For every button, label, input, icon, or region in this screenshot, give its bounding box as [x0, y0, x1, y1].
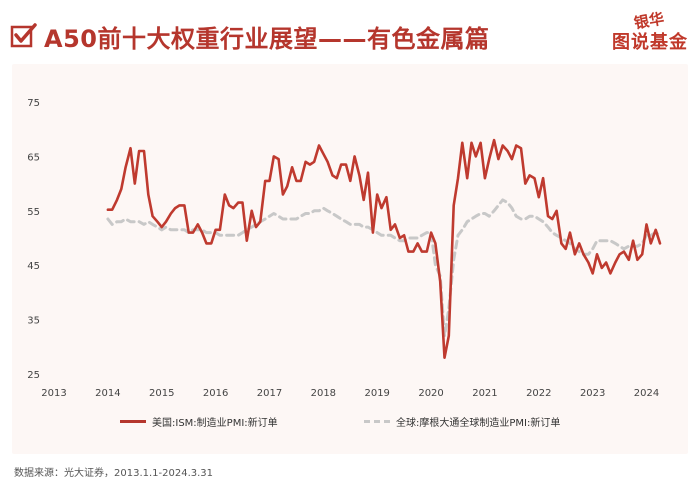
x-tick-label: 2014 — [95, 388, 120, 399]
header: A50前十大权重行业展望——有色金属篇 银华 图说基金 — [0, 0, 700, 64]
x-tick-label: 2020 — [418, 388, 443, 399]
legend-dashed-line-icon — [364, 420, 390, 423]
x-tick-label: 2024 — [634, 388, 659, 399]
y-tick-label: 65 — [27, 152, 40, 163]
y-tick-label: 25 — [27, 370, 40, 381]
x-tick-label: 2015 — [149, 388, 174, 399]
checkbox-check-icon — [10, 23, 37, 48]
source-note: 数据来源：光大证券，2013.1.1-2024.3.31 — [14, 468, 214, 479]
y-tick-label: 35 — [27, 316, 40, 327]
y-tick-label: 55 — [27, 207, 40, 218]
chart-legend: 美国:ISM:制造业PMI:新订单 全球:摩根大通全球制造业PMI:新订单 — [0, 414, 700, 434]
brand-logo: 银华 图说基金 — [602, 10, 688, 54]
chart-panel: 25 35 45 55 65 75 2013 2014 2015 2016 2017 2018 2019… — [12, 64, 688, 454]
x-tick-label: 2016 — [203, 388, 228, 399]
line-chart: 25 35 45 55 65 75 2013 2014 2015 2016 2017 2018 2019… — [27, 98, 662, 399]
x-tick-label: 2013 — [41, 388, 66, 399]
legend-item-ism: 美国:ISM:制造业PMI:新订单 — [120, 414, 278, 429]
legend-label-global: 全球:摩根大通全球制造业PMI:新订单 — [396, 418, 561, 429]
x-tick-label: 2017 — [257, 388, 282, 399]
x-tick-label: 2019 — [364, 388, 389, 399]
x-tick-label: 2018 — [311, 388, 336, 399]
x-tick-label: 2023 — [580, 388, 605, 399]
x-tick-label: 2022 — [526, 388, 551, 399]
y-tick-label: 75 — [27, 98, 40, 109]
legend-item-global: 全球:摩根大通全球制造业PMI:新订单 — [364, 414, 560, 429]
y-tick-label: 45 — [27, 261, 40, 272]
logo-brand-subtitle: 图说基金 — [612, 32, 688, 53]
series-line-global — [106, 198, 662, 338]
legend-label-ism: 美国:ISM:制造业PMI:新订单 — [152, 418, 278, 429]
series-line-ism — [106, 138, 662, 359]
page-title: A50前十大权重行业展望——有色金属篇 — [44, 25, 490, 53]
x-tick-label: 2021 — [472, 388, 497, 399]
legend-solid-line-icon — [120, 420, 146, 423]
